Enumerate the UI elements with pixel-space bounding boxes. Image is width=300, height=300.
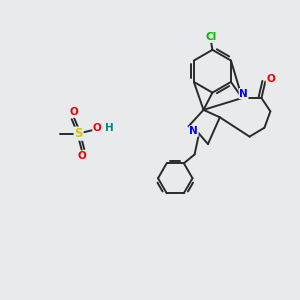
Text: H: H [105, 123, 113, 133]
Text: O: O [93, 123, 101, 133]
Text: N: N [239, 88, 248, 98]
Text: O: O [266, 74, 275, 84]
Text: O: O [77, 151, 86, 161]
Text: O: O [70, 107, 79, 117]
Text: N: N [189, 126, 198, 136]
Text: S: S [74, 127, 83, 140]
Text: Cl: Cl [205, 32, 217, 42]
